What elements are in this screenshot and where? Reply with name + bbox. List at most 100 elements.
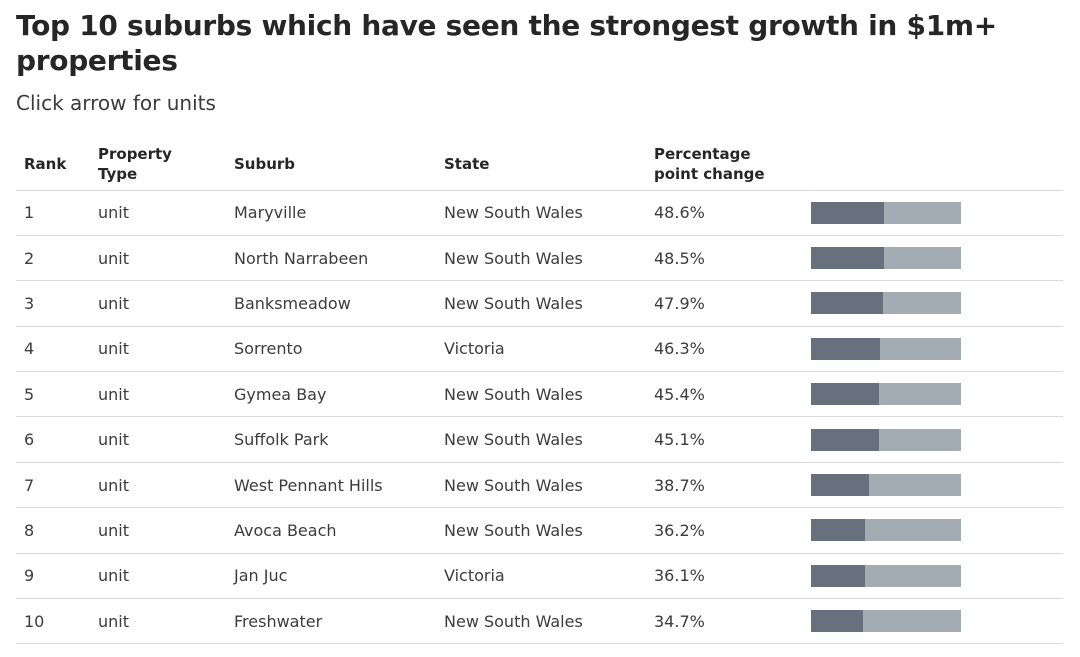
chart-subtitle: Click arrow for units: [16, 91, 216, 115]
bar-track: [811, 292, 961, 315]
change-cell: 47.9%: [646, 280, 803, 327]
change-cell: 45.4%: [646, 371, 803, 418]
bar-cell: [803, 462, 1063, 509]
property-type-cell: unit: [90, 462, 226, 509]
bar-cell: [803, 598, 1063, 645]
bar-fill: [811, 383, 880, 406]
state-cell: Victoria: [436, 553, 646, 600]
change-cell: 36.1%: [646, 553, 803, 600]
bar-cell: [803, 235, 1063, 282]
table-row: 4 unit Sorrento Victoria 46.3%: [16, 326, 1063, 373]
table-row: 1 unit Maryville New South Wales 48.6%: [16, 190, 1063, 236]
state-cell: New South Wales: [436, 462, 646, 509]
table-row: 9 unit Jan Juc Victoria 36.1%: [16, 553, 1063, 600]
state-cell: New South Wales: [436, 507, 646, 554]
suburb-cell: Sorrento: [226, 326, 436, 373]
bar-track: [811, 474, 961, 497]
bar-cell: [803, 190, 1063, 236]
bar-track: [811, 337, 961, 360]
suburb-cell: West Pennant Hills: [226, 462, 436, 509]
header-change-label: Percentage point change: [654, 144, 765, 183]
state-cell: Victoria: [436, 326, 646, 373]
table-row: 7 unit West Pennant Hills New South Wales 38…: [16, 462, 1063, 509]
suburb-cell: Freshwater: [226, 598, 436, 645]
table-row: 3 unit Banksmeadow New South Wales 47.9%: [16, 280, 1063, 327]
state-cell: New South Wales: [436, 280, 646, 327]
bar-cell: [803, 416, 1063, 463]
bar-fill: [811, 247, 884, 270]
bar-track: [811, 383, 961, 406]
property-type-cell: unit: [90, 190, 226, 236]
property-type-cell: unit: [90, 598, 226, 645]
change-cell: 45.1%: [646, 416, 803, 463]
suburb-cell: Maryville: [226, 190, 436, 236]
change-cell: 34.7%: [646, 598, 803, 645]
rank-cell: 8: [16, 507, 90, 554]
rank-cell: 10: [16, 598, 90, 645]
suburb-cell: Suffolk Park: [226, 416, 436, 463]
rank-cell: 9: [16, 553, 90, 600]
bar-track: [811, 519, 961, 542]
suburb-cell: North Narrabeen: [226, 235, 436, 282]
bar-fill: [811, 519, 866, 542]
rank-cell: 5: [16, 371, 90, 418]
header-state[interactable]: State: [436, 138, 646, 191]
bar-track: [811, 564, 961, 587]
bar-track: [811, 201, 961, 224]
bar-fill: [811, 564, 866, 587]
change-cell: 48.6%: [646, 190, 803, 236]
bar-fill: [811, 292, 883, 315]
property-type-cell: unit: [90, 416, 226, 463]
bar-cell: [803, 553, 1063, 600]
suburbs-table: Rank Property Type Suburb State Percenta…: [16, 138, 1063, 645]
bar-cell: [803, 371, 1063, 418]
state-cell: New South Wales: [436, 371, 646, 418]
table-header-row: Rank Property Type Suburb State Percenta…: [16, 138, 1063, 191]
bar-fill: [811, 337, 881, 360]
change-cell: 46.3%: [646, 326, 803, 373]
bar-cell: [803, 326, 1063, 373]
change-cell: 48.5%: [646, 235, 803, 282]
rank-cell: 4: [16, 326, 90, 373]
table-row: 6 unit Suffolk Park New South Wales 45.1%: [16, 416, 1063, 463]
header-suburb[interactable]: Suburb: [226, 138, 436, 191]
property-type-cell: unit: [90, 507, 226, 554]
bar-track: [811, 247, 961, 270]
property-type-cell: unit: [90, 371, 226, 418]
table-row: 2 unit North Narrabeen New South Wales 48.5%: [16, 235, 1063, 282]
property-type-cell: unit: [90, 280, 226, 327]
suburb-cell: Jan Juc: [226, 553, 436, 600]
table-row: 5 unit Gymea Bay New South Wales 45.4%: [16, 371, 1063, 418]
header-property-type[interactable]: Property Type: [90, 138, 226, 191]
property-type-cell: unit: [90, 326, 226, 373]
bar-track: [811, 610, 961, 633]
rank-cell: 1: [16, 190, 90, 236]
suburb-cell: Banksmeadow: [226, 280, 436, 327]
rank-cell: 6: [16, 416, 90, 463]
header-rank[interactable]: Rank: [16, 138, 90, 191]
suburb-cell: Avoca Beach: [226, 507, 436, 554]
state-cell: New South Wales: [436, 235, 646, 282]
table-row: 10 unit Freshwater New South Wales 34.7%: [16, 598, 1063, 645]
bar-cell: [803, 507, 1063, 554]
header-change[interactable]: Percentage point change: [646, 138, 803, 191]
bar-fill: [811, 610, 864, 633]
bar-fill: [811, 474, 870, 497]
bar-fill: [811, 201, 884, 224]
state-cell: New South Wales: [436, 190, 646, 236]
suburb-cell: Gymea Bay: [226, 371, 436, 418]
chart-title: Top 10 suburbs which have seen the stron…: [16, 9, 997, 77]
change-cell: 36.2%: [646, 507, 803, 554]
bar-track: [811, 428, 961, 451]
state-cell: New South Wales: [436, 598, 646, 645]
table-body: 1 unit Maryville New South Wales 48.6% 2 unit N…: [16, 190, 1063, 645]
bar-fill: [811, 428, 879, 451]
change-cell: 38.7%: [646, 462, 803, 509]
header-bar: [803, 138, 1063, 191]
rank-cell: 2: [16, 235, 90, 282]
property-type-cell: unit: [90, 553, 226, 600]
property-type-cell: unit: [90, 235, 226, 282]
header-property-type-label: Property Type: [98, 144, 172, 183]
table-row: 8 unit Avoca Beach New South Wales 36.2%: [16, 507, 1063, 554]
rank-cell: 3: [16, 280, 90, 327]
